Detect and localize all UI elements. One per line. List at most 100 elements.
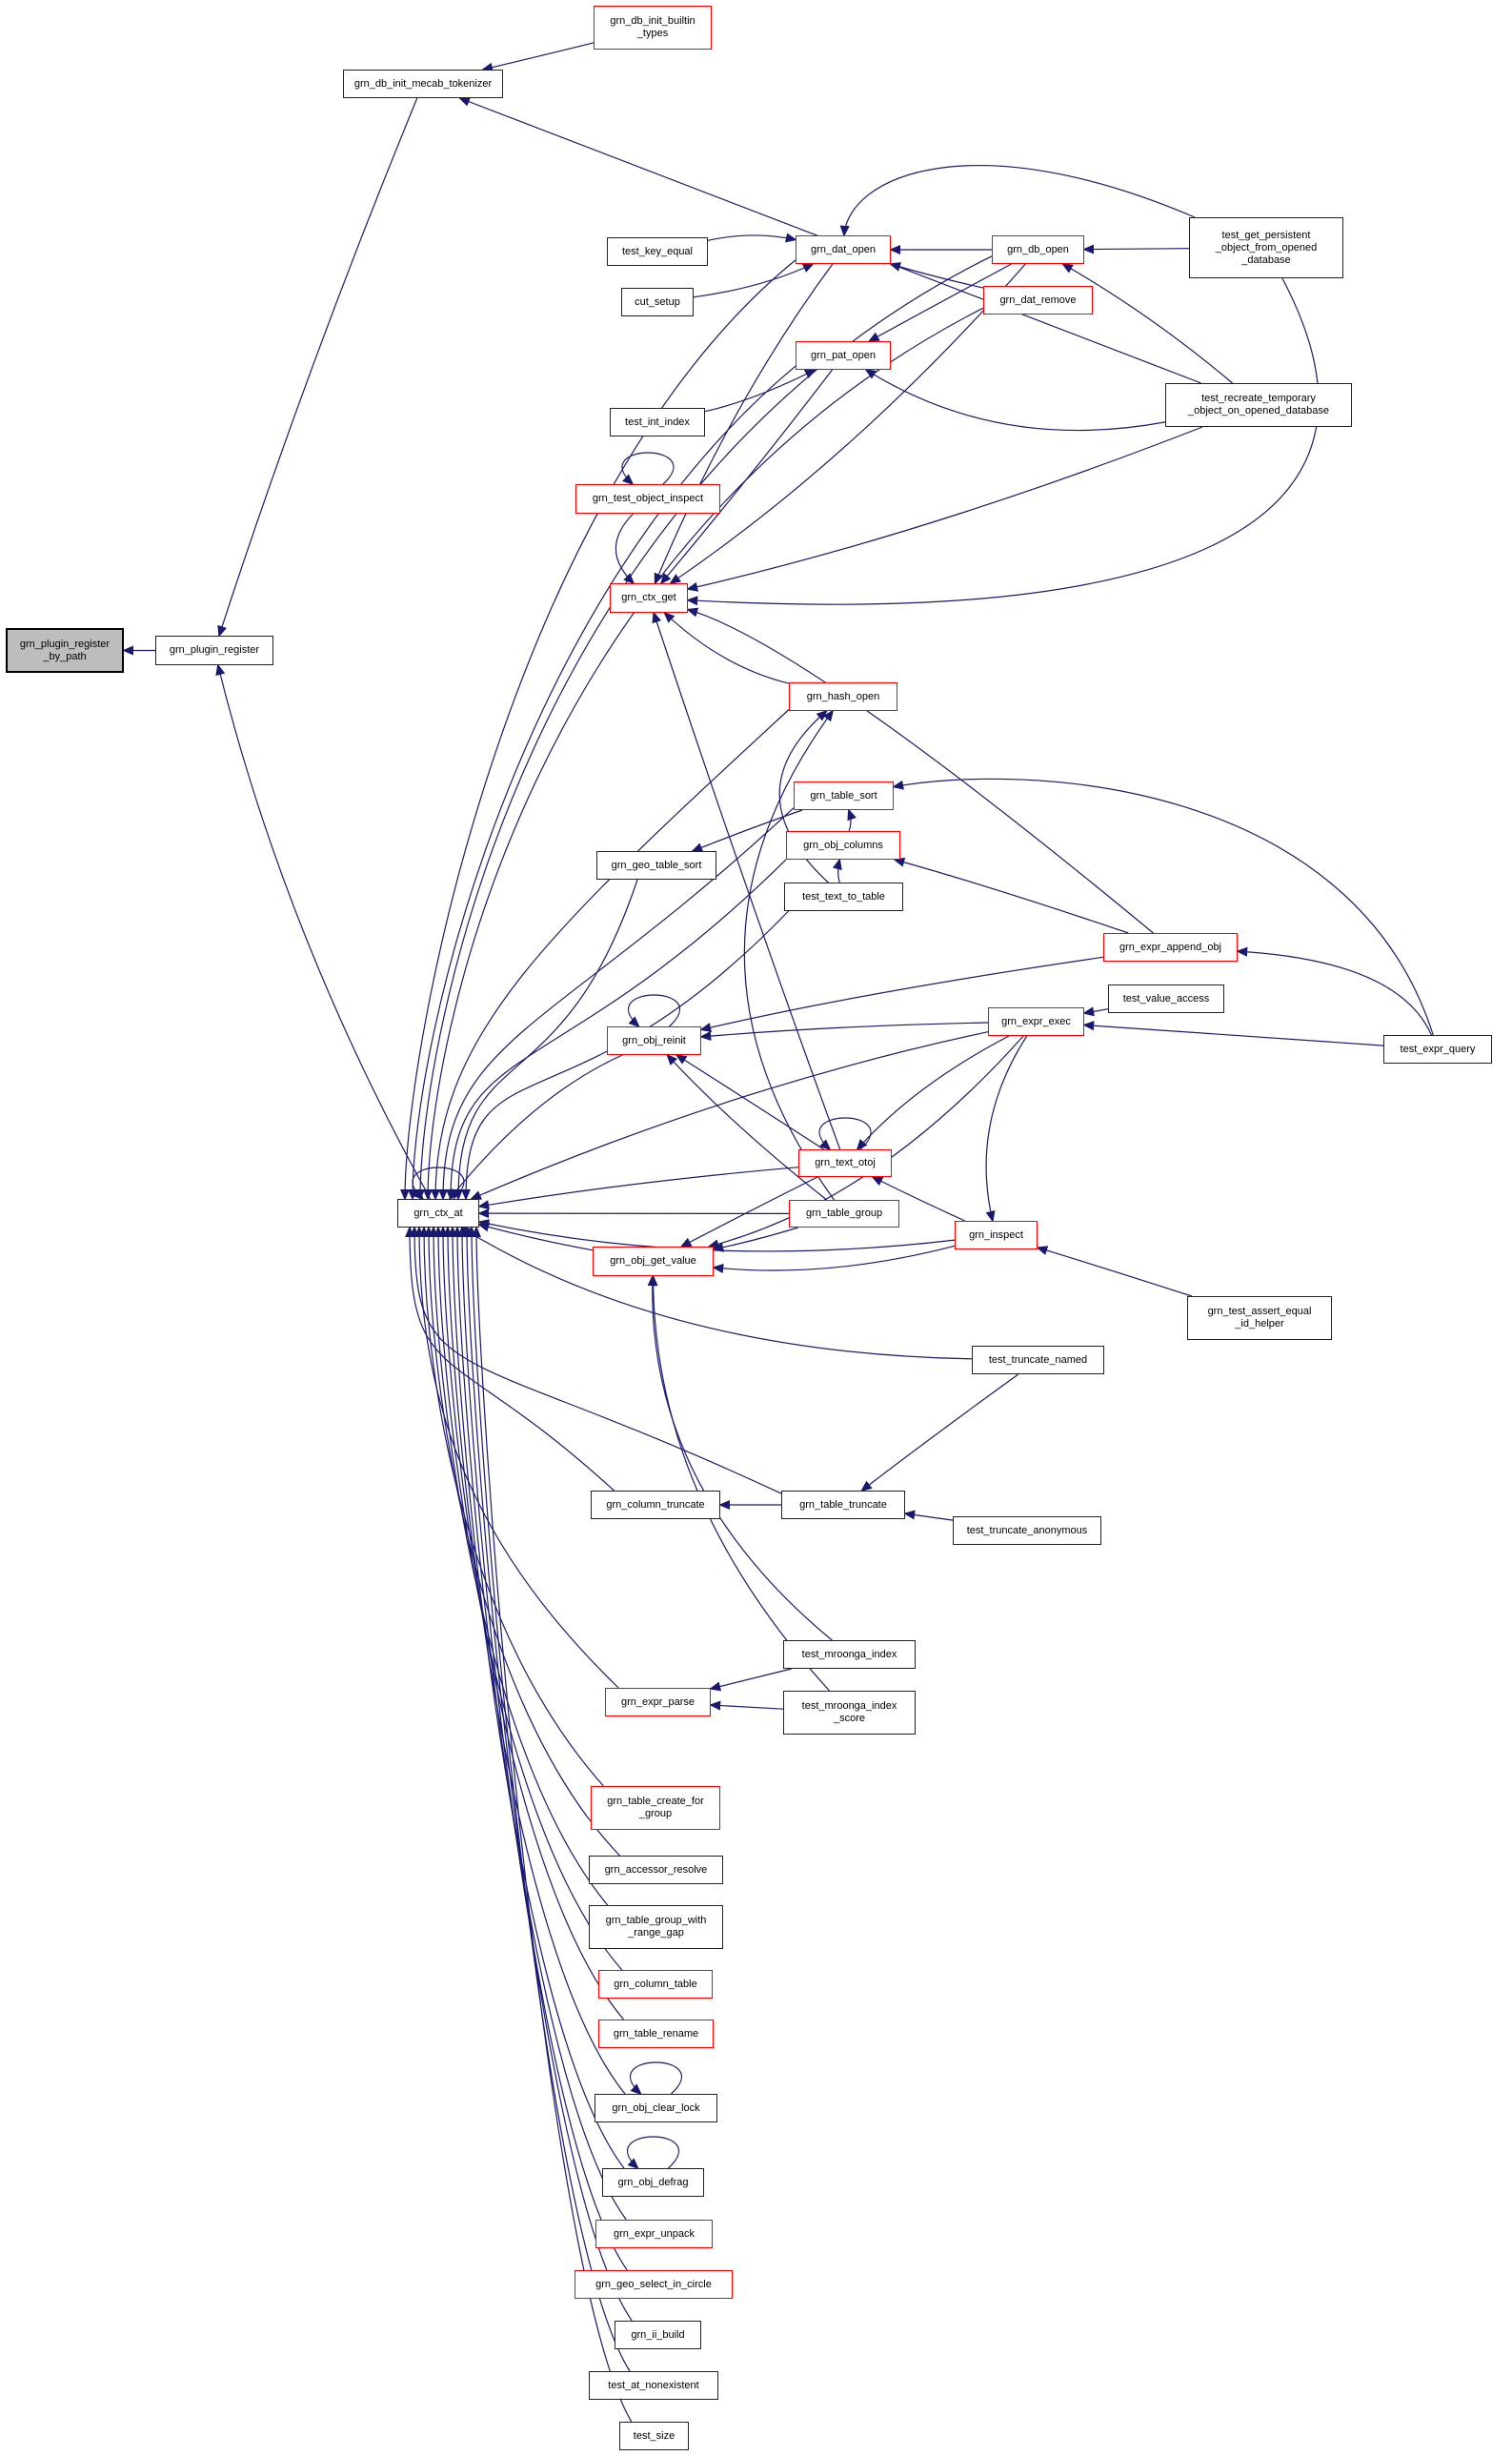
node-db_open[interactable]: grn_db_open (992, 235, 1084, 264)
node-label: grn_accessor_resolve (604, 1863, 708, 1876)
node-dat_remove[interactable]: grn_dat_remove (983, 286, 1093, 315)
node-column_table[interactable]: grn_column_table (598, 1970, 713, 1999)
node-ctx_at[interactable]: grn_ctx_at (397, 1199, 479, 1228)
node-label: grn_inspect (969, 1228, 1023, 1241)
edge-db_open-ctx_at (414, 255, 993, 1201)
node-ii_build[interactable]: grn_ii_build (615, 2321, 701, 2349)
edge-key_equal-dat_open (707, 233, 797, 243)
node-test_size[interactable]: test_size (619, 2422, 689, 2450)
node-label: grn_expr_append_obj (1119, 941, 1222, 953)
node-obj_columns[interactable]: grn_obj_columns (786, 831, 900, 860)
node-obj_clear_lock[interactable]: grn_obj_clear_lock (595, 2094, 717, 2122)
node-label: test_recreate_temporary _object_on_opene… (1187, 393, 1330, 416)
node-plugin_register[interactable]: grn_plugin_register (155, 636, 273, 665)
node-inspect[interactable]: grn_inspect (955, 1221, 1038, 1249)
node-label: grn_hash_open (806, 690, 880, 702)
node-label: grn_column_truncate (606, 1498, 705, 1511)
edge-inspect-obj_get_value (712, 1245, 956, 1273)
edge-dat_open-ctx_get (654, 263, 834, 585)
edge-expr_exec-inspect (985, 1035, 1028, 1223)
node-label: grn_plugin_register (169, 644, 260, 656)
node-table_group[interactable]: grn_table_group (789, 1200, 899, 1228)
node-pat_open[interactable]: grn_pat_open (796, 341, 891, 370)
node-label: grn_obj_get_value (610, 1255, 696, 1267)
node-truncate_named[interactable]: test_truncate_named (972, 1346, 1104, 1374)
edge-text_otoj-ctx_at (477, 1167, 799, 1210)
node-obj_get_value[interactable]: grn_obj_get_value (593, 1247, 714, 1276)
node-geo_select_in_circle[interactable]: grn_geo_select_in_circle (575, 2270, 733, 2299)
node-key_equal[interactable]: test_key_equal (607, 237, 708, 266)
edge-table_truncate-ctx_at (409, 1226, 782, 1494)
node-table_sort[interactable]: grn_table_sort (794, 781, 894, 810)
edge-db_open-pat_open (867, 263, 1012, 342)
edge-column_table-ctx_at (433, 1226, 623, 1971)
node-assert_id_helper[interactable]: grn_test_assert_equal _id_helper (1187, 1296, 1332, 1340)
edge-text_otoj-text_otoj (818, 1117, 872, 1151)
node-table_rename[interactable]: grn_table_rename (598, 2020, 714, 2048)
node-int_index[interactable]: test_int_index (610, 408, 705, 436)
node-label: grn_db_open (1007, 243, 1069, 255)
node-mecab[interactable]: grn_db_init_mecab_tokenizer (343, 70, 503, 98)
edge-mroonga_score-obj_get_value (648, 1274, 830, 1692)
node-group_range_gap[interactable]: grn_table_group_with _range_gap (589, 1905, 723, 1949)
node-expr_query[interactable]: test_expr_query (1383, 1035, 1492, 1064)
edge-db_open-ctx_get (669, 263, 1026, 585)
node-expr_append_obj[interactable]: grn_expr_append_obj (1103, 933, 1238, 962)
edge-obj_get_value-ctx_at (477, 1222, 594, 1251)
node-expr_parse[interactable]: grn_expr_parse (605, 1688, 711, 1716)
node-label: test_mroonga_index (801, 1648, 897, 1660)
node-label: grn_table_group (805, 1208, 883, 1219)
node-mroonga_score[interactable]: test_mroonga_index _score (783, 1691, 916, 1735)
node-text_to_table[interactable]: test_text_to_table (784, 883, 903, 911)
edge-obj_reinit-obj_reinit (628, 994, 680, 1028)
node-ctx_get[interactable]: grn_ctx_get (610, 583, 688, 613)
edge-table_sort-geo_table_sort (691, 809, 803, 852)
node-cut_setup[interactable]: cut_setup (621, 288, 694, 316)
node-label: test_expr_query (1400, 1043, 1476, 1055)
node-label: grn_plugin_register _by_path (19, 638, 111, 662)
node-at_nonexistent[interactable]: test_at_nonexistent (589, 2371, 718, 2400)
edge-table_group-obj_get_value (712, 1227, 798, 1252)
edge-accessor_resolve-ctx_at (423, 1226, 620, 1857)
node-recreate[interactable]: test_recreate_temporary _object_on_opene… (1165, 383, 1352, 427)
node-geo_table_sort[interactable]: grn_geo_table_sort (596, 851, 716, 880)
node-label: test_value_access (1122, 992, 1210, 1005)
edge-ctx_at-plugin_register (215, 663, 432, 1200)
node-table_truncate[interactable]: grn_table_truncate (781, 1491, 905, 1519)
edge-at_nonexistent-ctx_at (466, 1226, 631, 2372)
node-object_inspect[interactable]: grn_test_object_inspect (575, 484, 720, 514)
node-get_persistent[interactable]: test_get_persistent _object_from_opened … (1189, 217, 1343, 278)
edge-truncate_anonymous-table_truncate (903, 1510, 954, 1521)
node-hash_open[interactable]: grn_hash_open (789, 682, 897, 711)
node-label: test_get_persistent _object_from_opened … (1215, 229, 1318, 266)
node-value_access[interactable]: test_value_access (1108, 984, 1224, 1013)
edge-ii_build-ctx_at (461, 1226, 633, 2322)
edge-builtin_types-mecab (481, 42, 595, 72)
node-create_for_group[interactable]: grn_table_create_for _group (591, 1786, 720, 1830)
edge-table_sort-ctx_at (437, 807, 795, 1201)
edge-obj_defrag-obj_defrag (627, 2136, 679, 2170)
node-obj_defrag[interactable]: grn_obj_defrag (602, 2168, 704, 2197)
edge-get_persistent-dat_open (839, 165, 1196, 237)
node-expr_unpack[interactable]: grn_expr_unpack (595, 2220, 713, 2248)
node-mroonga_index[interactable]: test_mroonga_index (783, 1640, 916, 1669)
edge-expr_append_obj-obj_reinit (699, 956, 1104, 1032)
node-label: grn_expr_unpack (613, 2227, 695, 2240)
node-builtin_types[interactable]: grn_db_init_builtin _types (594, 6, 712, 50)
node-label: grn_test_assert_equal _id_helper (1207, 1306, 1312, 1329)
node-truncate_anonymous[interactable]: test_truncate_anonymous (953, 1516, 1101, 1545)
node-dat_open[interactable]: grn_dat_open (796, 235, 891, 264)
node-obj_reinit[interactable]: grn_obj_reinit (607, 1026, 701, 1055)
node-column_truncate[interactable]: grn_column_truncate (591, 1491, 720, 1519)
node-label: grn_table_sort (810, 789, 877, 802)
edge-expr_parse-ctx_at (413, 1226, 619, 1689)
edge-create_for_group-ctx_at (418, 1226, 604, 1787)
node-accessor_resolve[interactable]: grn_accessor_resolve (589, 1856, 723, 1884)
node-register_by_path: grn_plugin_register _by_path (6, 628, 124, 673)
node-label: grn_table_rename (613, 2027, 699, 2040)
node-expr_exec[interactable]: grn_expr_exec (988, 1007, 1084, 1036)
edge-test_size-ctx_at (471, 1226, 633, 2423)
edge-text_otoj-obj_reinit (675, 1054, 824, 1150)
node-text_otoj[interactable]: grn_text_otoj (798, 1149, 892, 1177)
